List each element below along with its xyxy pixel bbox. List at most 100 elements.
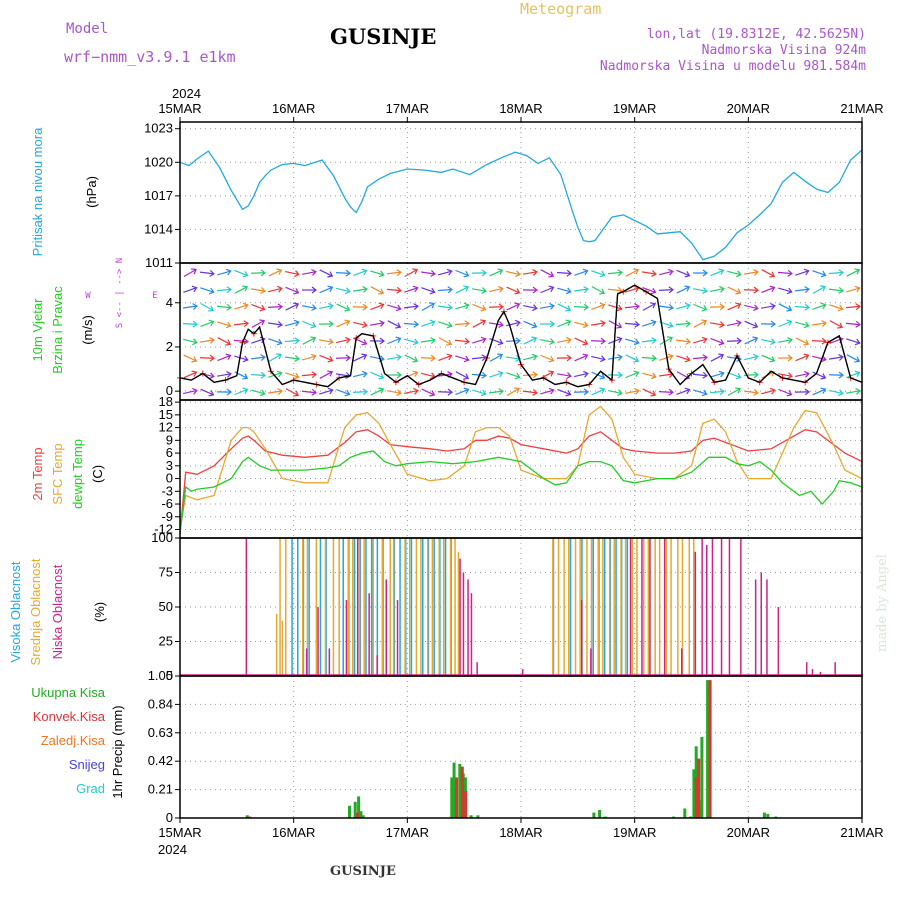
wind-arrow-shaft [404,354,418,362]
wind-arrow-shaft [455,304,469,310]
wind-arrow-head [311,286,317,294]
bar-precipitation [476,815,480,818]
wind-arrow [216,388,232,396]
wind-arrow-shaft [658,289,674,291]
x-tick-label-top: 16MAR [272,101,315,116]
wind-arrow-head [787,269,793,277]
wind-arrow-head [413,320,419,328]
wind-arrow [370,371,385,380]
wind-arrow-head [566,372,572,380]
wind-arrow-head [191,356,198,363]
wind-arrow-shaft [658,373,674,377]
wind-arrow-shaft [353,354,367,362]
wind-arrow-head [226,388,232,396]
bar-cloud [245,538,248,676]
wind-arrow-shaft [795,354,809,362]
wind-arrow [455,355,470,363]
wind-arrow [693,303,708,312]
wind-arrow-head [719,285,725,293]
wind-arrow [829,389,844,397]
wind-arrow [795,370,810,378]
wind-arrow-shaft [301,390,317,394]
wind-arrow-shaft [557,373,571,377]
wind-arrow-head [447,388,453,396]
wind-arrow-head [668,286,674,294]
wind-arrow-shaft [557,320,571,328]
wind-arrow [182,320,198,328]
wind-arrow-shaft [846,354,860,362]
wind-arrow [709,388,725,396]
wind-arrow [285,286,300,295]
wind-arrow-shaft [217,373,231,377]
wind-arrow [352,286,368,293]
wind-arrow-head [821,320,827,327]
bar-cloud [443,538,445,676]
wind-arrow-head [566,354,572,362]
y-tick-label: 100 [151,530,173,545]
wind-arrow-head [361,370,368,378]
wind-arrow-shaft [233,339,249,343]
wind-arrow-head [378,270,385,278]
wind-arrow-shaft [591,286,605,294]
bar-precipitation [359,811,363,818]
wind-arrow-shaft [846,269,860,277]
x-tick-label-bottom: 18MAR [499,825,542,840]
wind-arrow [812,270,827,278]
wind-arrow [319,338,334,346]
wind-arrow [506,319,521,327]
wind-arrow-head [430,270,436,277]
wind-arrow-shaft [743,390,759,394]
bar-cloud [603,538,606,676]
wind-arrow-head [514,319,521,327]
bar-cloud [641,538,643,676]
wind-arrow [607,286,623,294]
bar-cloud [811,669,814,676]
wind-arrow-shaft [267,322,283,326]
bar-cloud [365,538,367,676]
bar-cloud [338,538,340,676]
temp2m-axis-title: 2m Temp [30,447,45,500]
wind-arrow-head [633,370,640,377]
wind-arrow [744,320,759,329]
wind-arrow [319,302,334,310]
bar-cloud [834,662,836,676]
wind-arrow [267,388,283,395]
wind-arrow-shaft [540,371,554,379]
bar-cloud [404,538,406,676]
wind-arrow [811,337,827,345]
wind-arrow-head [277,321,283,328]
wind-arrow-head [429,319,436,327]
wind-arrow-shaft [438,321,452,327]
bar-cloud [586,538,588,676]
bar-cloud [427,538,429,676]
model-name: wrf−nmm_v3.9.1 e1km [64,48,236,66]
wind-arrow-head [225,268,232,276]
wind-arrow-shaft [540,354,554,362]
wind-arrow-head [293,372,300,380]
bar-cloud [590,648,592,676]
wind-arrow [302,320,317,329]
wind-arrow-head [259,319,265,326]
wind-arrow [658,286,674,294]
wind-arrow-shaft [285,286,299,294]
wind-arrow [726,337,742,345]
wind-arrow [370,387,385,396]
wind-arrow-shaft [641,271,657,275]
wind-arrow [811,320,827,327]
y-tick-label: 3 [166,458,173,473]
wind-arrow-head [582,353,589,360]
wind-arrow-head [429,390,436,397]
wind-arrow [217,353,232,362]
wind-arrow-shaft [591,304,605,310]
wind-arrow-shaft [301,373,317,377]
wind-arrow-head [616,322,623,329]
bar-cloud [608,538,611,676]
wind-arrow-head [192,320,198,328]
wind-arrow-head [684,387,691,395]
bar-cloud [275,613,278,676]
wind-arrow-shaft [251,389,265,395]
wind-arrow-shaft [472,288,486,292]
x-tick-label-bottom: 16MAR [272,825,315,840]
y-tick-label: 50 [159,599,173,614]
wind-arrow-shaft [489,338,503,344]
